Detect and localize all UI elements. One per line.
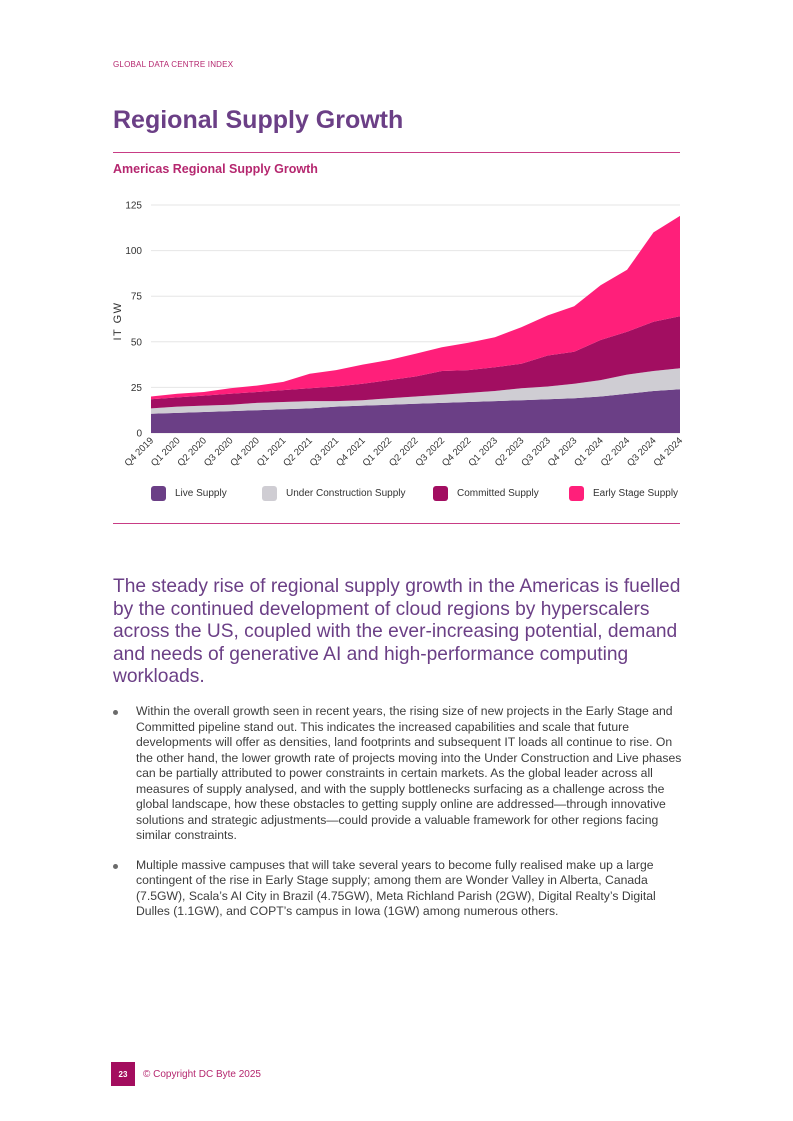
divider-top: [113, 152, 680, 153]
y-axis-ticks: 0 25 50 75 100 125: [125, 201, 142, 440]
legend-label-early-stage: Early Stage Supply: [593, 487, 679, 499]
legend-item-committed: Committed Supply: [433, 484, 539, 502]
area-series-0: [151, 389, 680, 433]
chart-title: Americas Regional Supply Growth: [113, 162, 318, 176]
legend-label-under-construction: Under Construction Supply: [286, 487, 406, 499]
running-head: GLOBAL DATA CENTRE INDEX: [113, 60, 234, 69]
y-tick-label: 75: [131, 292, 143, 303]
y-tick-label: 100: [125, 246, 142, 257]
copyright: © Copyright DC Byte 2025: [143, 1068, 261, 1080]
legend-item-under-construction: Under Construction Supply: [262, 484, 406, 502]
bullet-text: Multiple massive campuses that will take…: [136, 857, 656, 919]
bullet-item: Within the overall growth seen in recent…: [113, 704, 688, 844]
divider-bottom: [113, 523, 680, 524]
y-tick-label: 25: [131, 383, 143, 394]
legend-label-live: Live Supply: [175, 487, 227, 499]
legend-item-early-stage: Early Stage Supply: [569, 484, 678, 502]
area-series-3: [151, 215, 680, 400]
lead-paragraph: The steady rise of regional supply growt…: [113, 576, 681, 687]
page-number: 23: [111, 1062, 135, 1086]
y-axis-label: IT GW: [112, 301, 124, 340]
area-series-2: [151, 316, 680, 409]
y-tick-label: 50: [131, 337, 143, 348]
legend-swatch-committed: [433, 485, 448, 501]
bullet-item: Multiple massive campuses that will take…: [113, 858, 688, 920]
legend-swatch-early-stage: [569, 485, 584, 501]
x-tick-label: Q4 2024: [652, 435, 686, 469]
y-tick-label: 125: [125, 201, 142, 212]
y-tick-label: 0: [136, 429, 142, 440]
bullet-list: Within the overall growth seen in recent…: [113, 704, 688, 934]
bullet-text: Within the overall growth seen in recent…: [136, 704, 682, 842]
legend-swatch-under-construction: [262, 485, 277, 501]
bullet-dot: [113, 710, 118, 715]
chart-areas: [151, 215, 680, 433]
bullet-dot: [113, 863, 118, 869]
area-series-1: [151, 368, 680, 414]
legend-swatch-live: [151, 485, 166, 501]
legend-label-committed: Committed Supply: [457, 487, 539, 499]
page-title: Regional Supply Growth: [113, 106, 404, 134]
page-footer: 23 © Copyright DC Byte 2025: [111, 1062, 261, 1086]
legend-item-live: Live Supply: [151, 484, 227, 502]
